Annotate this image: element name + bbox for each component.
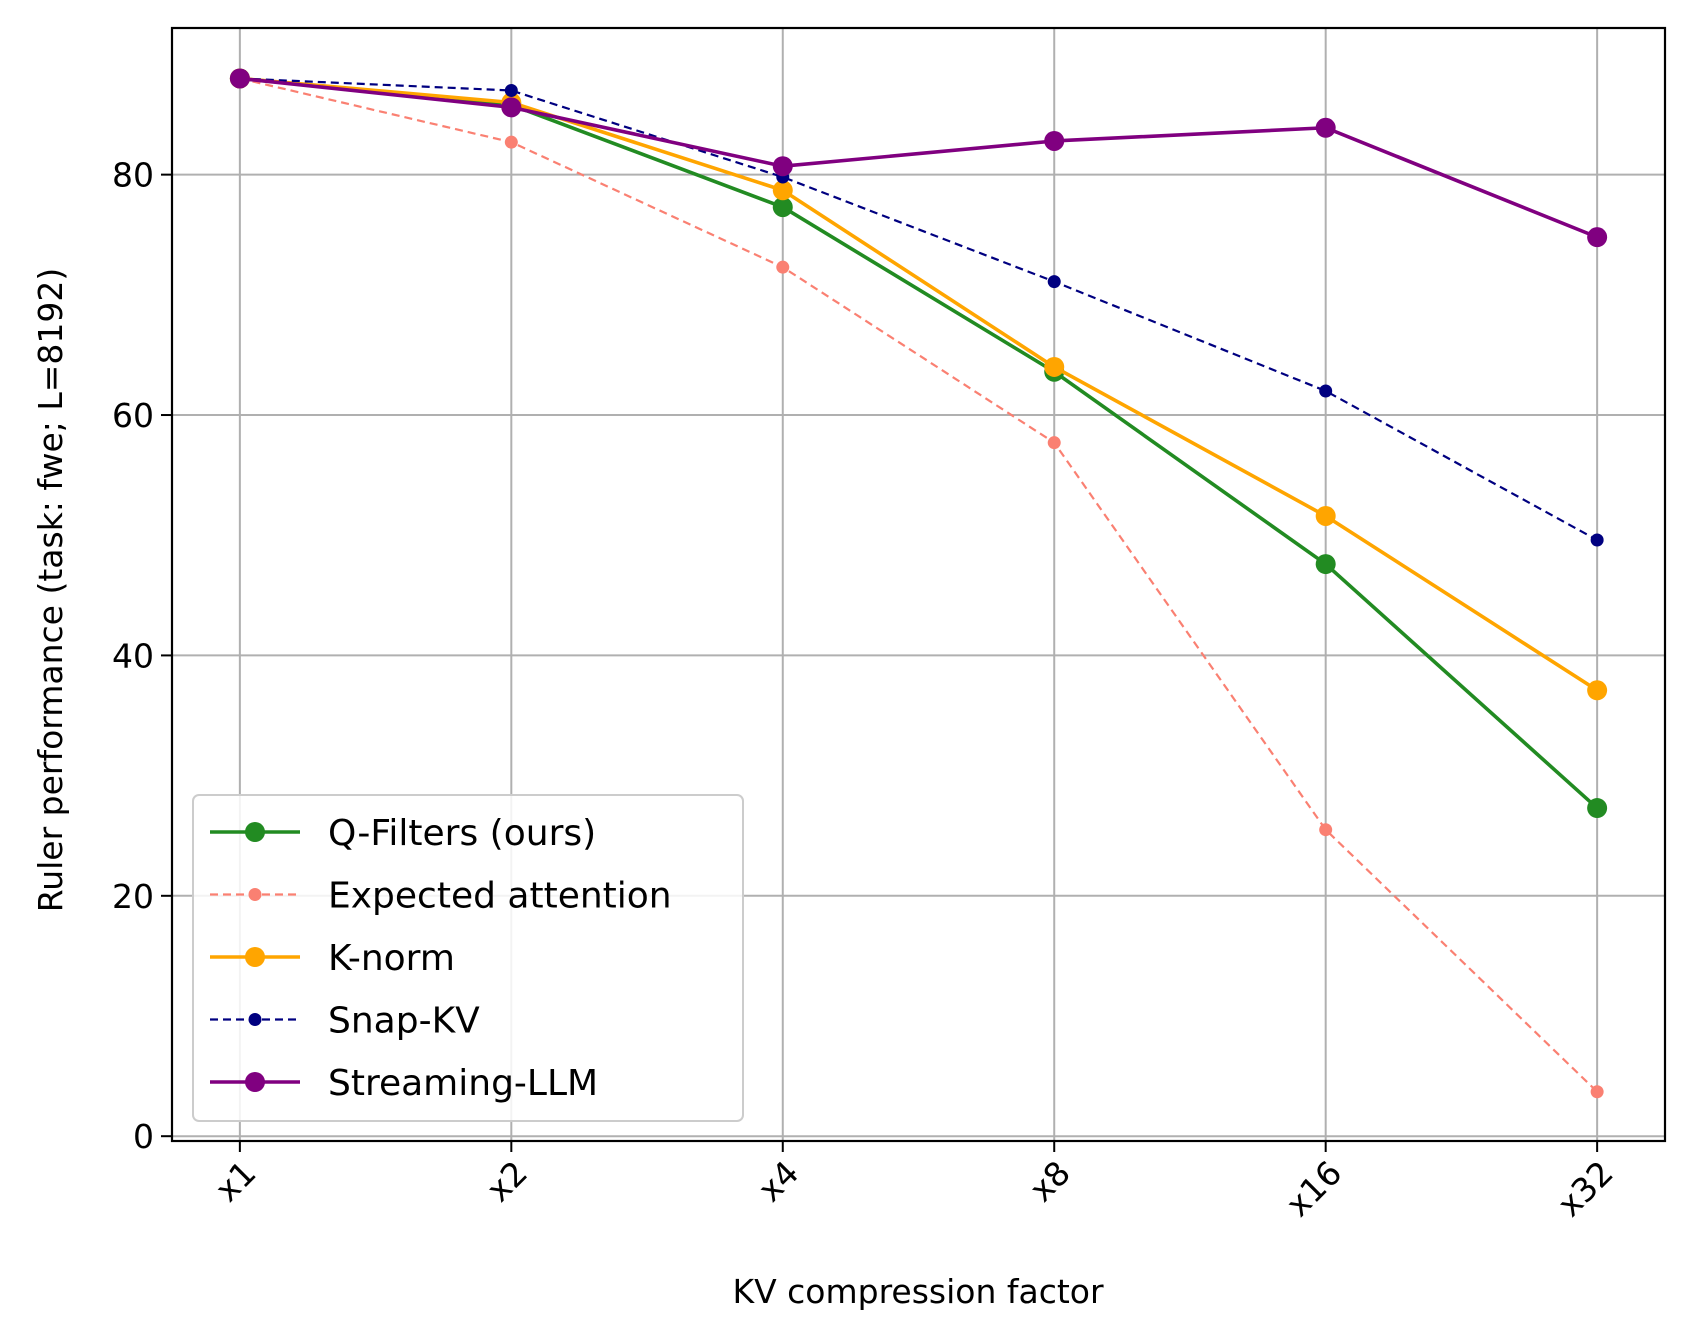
data-point <box>1044 130 1065 151</box>
y-ticks: 0 20 40 60 80 <box>112 156 172 1156</box>
y-tick-label: 60 <box>112 396 154 435</box>
data-point <box>1319 384 1333 398</box>
series-line-2 <box>239 76 1599 692</box>
data-point <box>1047 275 1061 289</box>
x-axis-title: KV compression factor <box>732 1272 1104 1311</box>
data-point <box>1319 823 1333 837</box>
data-point <box>1587 680 1608 701</box>
data-point <box>1315 505 1336 526</box>
data-point <box>1587 227 1608 248</box>
data-point <box>229 68 250 89</box>
data-point <box>1047 436 1061 450</box>
series-line-0 <box>239 76 1599 810</box>
legend-label: Q-Filters (ours) <box>328 813 596 854</box>
plot-frame <box>170 26 1667 1143</box>
data-point <box>504 135 518 149</box>
data-point <box>772 197 793 218</box>
data-point <box>772 156 793 177</box>
series-lines <box>229 68 1608 1099</box>
series-line-1 <box>239 77 1598 1093</box>
legend-marker <box>245 822 265 842</box>
legend-label: Snap-KV <box>328 1001 480 1042</box>
y-tick-label: 20 <box>112 877 154 916</box>
y-axis-title: Ruler performance (task: fwe; L=8192) <box>31 268 70 913</box>
legend: Q-Filters (ours) Expected attention K-norm… <box>192 794 744 1122</box>
data-point <box>776 260 790 274</box>
data-point <box>1044 356 1065 377</box>
legend-marker <box>245 1072 265 1092</box>
data-point <box>1315 117 1336 138</box>
y-tick-label: 0 <box>133 1117 154 1156</box>
legend-label: K-norm <box>328 938 455 979</box>
data-point <box>501 97 522 118</box>
data-point <box>504 84 518 98</box>
data-point <box>1590 1085 1604 1099</box>
data-point <box>1315 554 1336 575</box>
y-tick-label: 40 <box>112 636 154 675</box>
series-line-4 <box>239 76 1598 239</box>
legend-marker <box>248 1013 262 1026</box>
legend-marker <box>248 888 262 901</box>
legend-box <box>192 794 744 1122</box>
axes <box>170 26 1667 1143</box>
legend-marker <box>245 947 265 967</box>
data-point <box>1587 798 1608 819</box>
y-tick-label: 80 <box>112 156 154 195</box>
data-point <box>772 180 793 201</box>
legend-label: Streaming-LLM <box>328 1063 598 1104</box>
legend-label: Expected attention <box>328 876 672 917</box>
series-line-3 <box>239 77 1598 541</box>
data-point <box>1590 533 1604 547</box>
